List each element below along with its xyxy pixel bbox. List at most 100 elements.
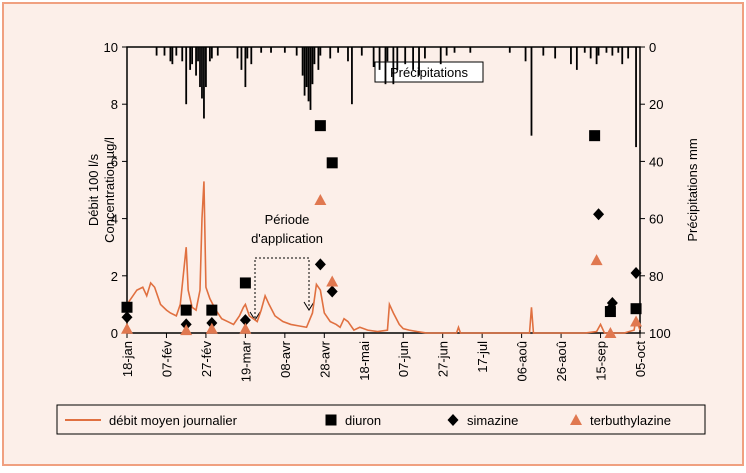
precip-bar [424,47,426,59]
precip-bar [542,47,545,56]
precip-bar [351,47,353,105]
precip-bar [307,47,310,102]
precip-bar [595,47,598,65]
x-tick-label: 18-jan [120,341,135,377]
precip-bar [197,47,199,62]
precip-bar [309,47,312,110]
precip-bar [295,47,298,56]
precip-bar [445,47,448,56]
plot-frame [126,46,641,334]
precip-bar [453,47,456,53]
precip-bar [360,47,363,56]
precip-bar [372,47,375,68]
precip-bar [155,47,158,56]
precip-bar [589,47,592,59]
marker-diamond [314,258,326,271]
marker-square [326,157,338,169]
x-tick-label: 17-jul [475,341,490,373]
precip-bar [508,47,511,53]
precip-bar [384,47,387,85]
flow-line [126,181,641,334]
bracket-line [254,257,310,318]
legend-swatch [570,414,582,425]
y-tick-label: 4 [111,212,118,227]
marker-diamond [326,285,338,298]
precip-bar [201,47,203,99]
legend-box [56,404,706,435]
precip-bar [617,47,620,53]
precip-bar [439,47,442,65]
marker-square [239,277,251,289]
precip-bar [635,47,637,148]
precip-bar [244,47,247,88]
marker-square [206,304,218,316]
precip-bar [208,47,211,62]
legend-label: débit moyen journalier [109,413,238,428]
precip-bar [283,47,286,53]
precip-bar [311,47,314,85]
marker-triangle [239,322,252,334]
precip-bar [246,47,249,59]
precip-bar [418,47,420,76]
x-tick-label: 05-oct [633,341,648,378]
marker-square [589,130,601,142]
precip-bar [313,47,316,65]
y2-tick-label: 20 [649,97,663,112]
precip-bar [240,47,243,70]
marker-square [630,303,642,315]
marker-triangle [314,194,327,206]
precip-bar [392,47,395,85]
precip-bar [191,47,194,65]
marker-triangle [205,322,218,334]
precip-bar [575,47,578,70]
marker-triangle [630,315,643,327]
y-tick-label: 0 [111,326,118,341]
precip-bar [530,47,533,136]
precip-bar [210,47,213,59]
x-tick-label: 07-jun [396,341,411,377]
precip-bar [181,47,184,62]
marker-diamond [593,208,605,221]
x-tick-label: 15-sep [594,341,609,381]
precip-bar [195,47,197,76]
precip-bar [205,47,207,88]
y2-tick-label: 0 [649,40,656,55]
precip-bar [189,47,192,70]
precip-bar [597,47,600,56]
precip-bar [203,47,205,119]
precip-bar [605,47,608,53]
precip-bar [396,47,399,70]
precip-bar [270,47,272,53]
marker-diamond [606,296,618,309]
marker-square [180,304,192,316]
y2-tick-label: 80 [649,269,663,284]
precip-bar [216,47,219,56]
marker-diamond [239,314,251,327]
precip-bar [175,47,178,56]
legend-swatch [447,414,459,426]
precip-bar [347,47,349,62]
precip-bar [236,47,239,59]
marker-triangle [590,254,603,266]
annotation: Précipitations [390,65,469,80]
precip-bar [378,47,381,70]
precip-bar [171,47,174,65]
precip-bar [301,47,304,76]
x-tick-label: 27-fév [199,341,214,378]
precip-bar [524,47,527,62]
precip-bar [163,47,166,56]
precip-bar [554,47,557,59]
legend-label: simazine [467,413,518,428]
precip-bar [404,47,407,65]
y-tick-label: 2 [111,269,118,284]
y-axis-label: Concentration µg/l [102,137,117,243]
x-tick-label: 19-mar [238,340,253,382]
precip-bar [169,47,172,62]
marker-triangle [604,327,617,338]
legend-swatch [325,414,337,426]
precip-bar [185,47,188,105]
x-tick-label: 27-jun [436,341,451,377]
arrow [303,301,315,311]
marker-triangle [180,324,193,336]
